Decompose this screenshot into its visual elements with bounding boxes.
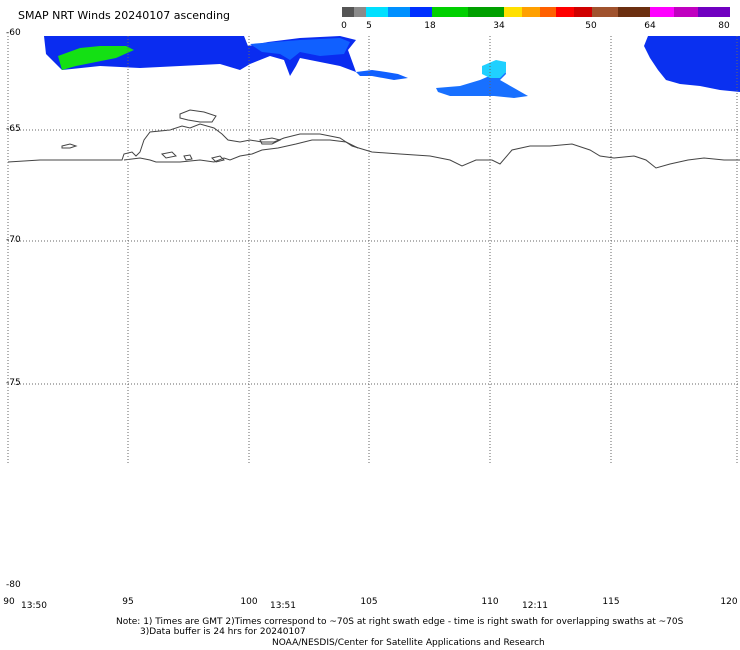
colorbar-segment bbox=[556, 7, 574, 17]
antarctic-coastline bbox=[7, 123, 740, 169]
latitude-label: -65 bbox=[6, 124, 21, 134]
latitude-label: -60 bbox=[6, 28, 21, 38]
longitude-label: 105 bbox=[360, 597, 378, 607]
colorbar-label: 5 bbox=[366, 21, 372, 31]
island bbox=[160, 151, 178, 159]
colorbar-segment bbox=[410, 7, 432, 17]
longitude-label: 110 bbox=[481, 597, 499, 607]
colorbar-segment bbox=[468, 7, 504, 17]
wind-swath bbox=[356, 70, 408, 80]
longitude-label: 95 bbox=[122, 597, 134, 607]
note-line-1: Note: 1) Times are GMT 2)Times correspon… bbox=[116, 617, 684, 627]
colorbar-segment bbox=[618, 7, 650, 17]
colorbar-segment bbox=[342, 7, 354, 17]
colorbar-label: 34 bbox=[493, 21, 505, 31]
colorbar-segment bbox=[674, 7, 698, 17]
island bbox=[259, 137, 282, 145]
colorbar-segment bbox=[522, 7, 540, 17]
swath-time-label: 12:11 bbox=[522, 601, 548, 611]
longitude-label: 115 bbox=[602, 597, 620, 607]
colorbar-segment bbox=[540, 7, 556, 17]
colorbar-segment bbox=[366, 7, 388, 17]
swath-time-label: 13:50 bbox=[21, 601, 47, 611]
colorbar-label: 80 bbox=[718, 21, 730, 31]
colorbar-label: 18 bbox=[424, 21, 436, 31]
wind-swath bbox=[58, 46, 134, 70]
colorbar-label: 50 bbox=[585, 21, 597, 31]
island bbox=[183, 154, 193, 161]
colorbar-segment bbox=[388, 7, 410, 17]
island bbox=[179, 109, 217, 123]
colorbar-segment bbox=[354, 7, 366, 17]
colorbar-label: 0 bbox=[341, 21, 347, 31]
latitude-label: -80 bbox=[6, 580, 21, 590]
colorbar-segment bbox=[504, 7, 522, 17]
longitude-label: 100 bbox=[240, 597, 258, 607]
island bbox=[61, 143, 78, 149]
longitude-label: 90 bbox=[3, 597, 15, 607]
swath-time-label: 13:51 bbox=[270, 601, 296, 611]
latitude-label: -70 bbox=[6, 235, 21, 245]
wind-swath bbox=[250, 38, 350, 60]
wind-speed-colorbar bbox=[342, 7, 730, 17]
colorbar-segment bbox=[650, 7, 674, 17]
note-line-2: 3)Data buffer is 24 hrs for 20240107 bbox=[140, 627, 306, 637]
colorbar-label: 64 bbox=[644, 21, 656, 31]
credit-line: NOAA/NESDIS/Center for Satellite Applica… bbox=[272, 638, 545, 648]
map-title: SMAP NRT Winds 20240107 ascending bbox=[18, 9, 231, 22]
colorbar-segment bbox=[592, 7, 618, 17]
colorbar-segment bbox=[698, 7, 730, 17]
colorbar-segment bbox=[432, 7, 468, 17]
island bbox=[211, 155, 225, 163]
wind-swath bbox=[482, 60, 506, 78]
colorbar-segment bbox=[574, 7, 592, 17]
latitude-label: -75 bbox=[6, 378, 21, 388]
longitude-label: 120 bbox=[720, 597, 738, 607]
wind-swath bbox=[644, 36, 740, 92]
coastline-ice-tongue bbox=[123, 139, 359, 163]
